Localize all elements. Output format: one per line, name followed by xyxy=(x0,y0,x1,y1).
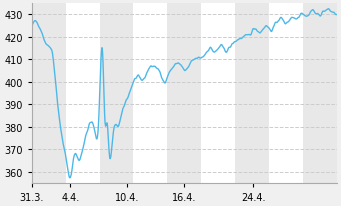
Bar xyxy=(201,4,235,183)
Bar xyxy=(133,4,167,183)
Bar xyxy=(337,4,341,183)
Bar xyxy=(269,4,303,183)
Bar xyxy=(65,4,100,183)
